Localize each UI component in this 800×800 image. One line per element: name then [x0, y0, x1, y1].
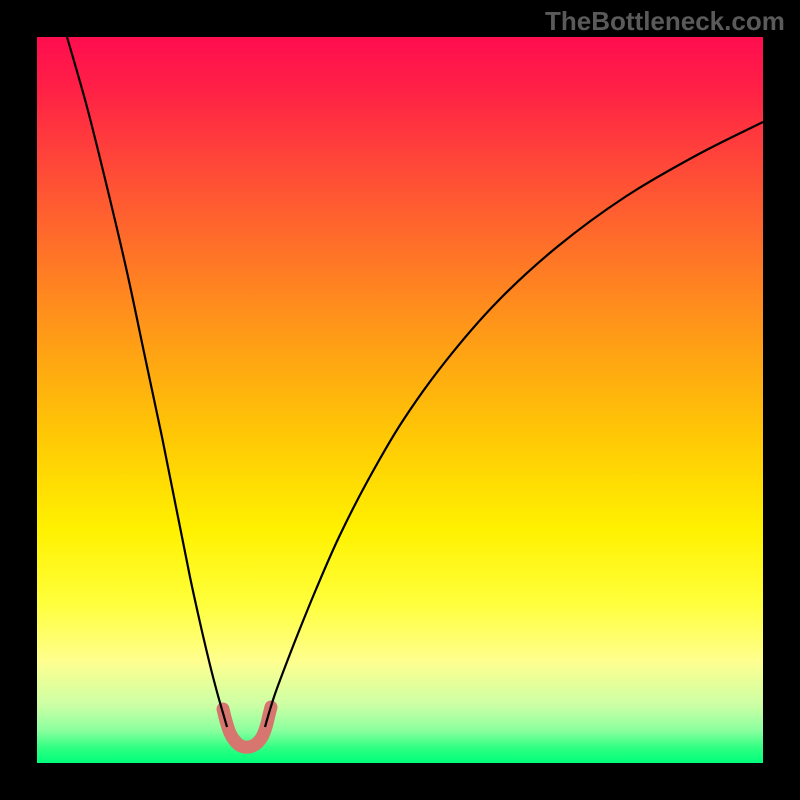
plot-area: [37, 37, 763, 763]
curve-right-branch: [265, 122, 763, 727]
watermark-text: TheBottleneck.com: [545, 6, 785, 37]
curve-layer: [37, 37, 763, 763]
curve-left-branch: [67, 37, 227, 727]
trough-marker: [223, 707, 271, 747]
